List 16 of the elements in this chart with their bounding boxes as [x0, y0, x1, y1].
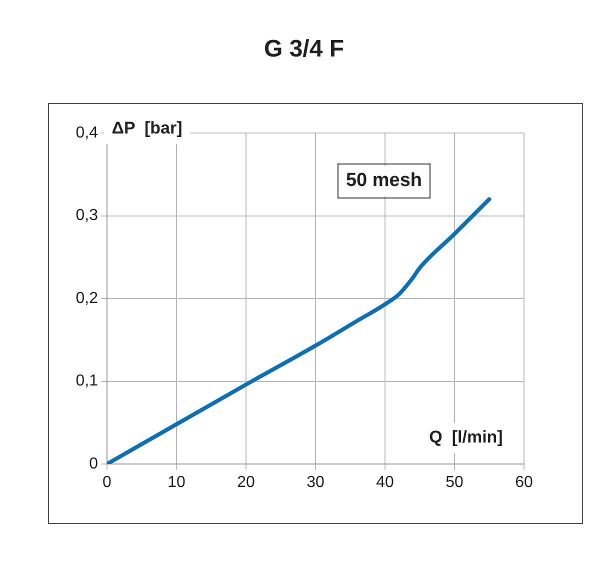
y-tick-label: 0,3 [76, 207, 98, 224]
y-tick-label: 0,2 [76, 290, 98, 307]
x-tick-label: 0 [102, 474, 112, 492]
x-tick-label: 60 [515, 474, 533, 492]
annotation: 50 mesh [346, 170, 422, 192]
y-tick-label: 0,4 [76, 124, 98, 142]
x-tick-label: 20 [237, 474, 255, 492]
x-tick-label: 50 [446, 474, 464, 492]
y-tick-label: 0 [89, 455, 98, 472]
y-axis-title: ΔP [bar] [112, 118, 182, 138]
y-tick-label: 0,1 [76, 372, 98, 390]
x-axis-title: Q [l/min] [429, 428, 503, 447]
chart-title: G 3/4 F [264, 36, 344, 63]
x-tick-label: 30 [306, 474, 324, 492]
x-tick-label: 40 [376, 474, 394, 492]
x-tick-label: 10 [168, 474, 186, 492]
